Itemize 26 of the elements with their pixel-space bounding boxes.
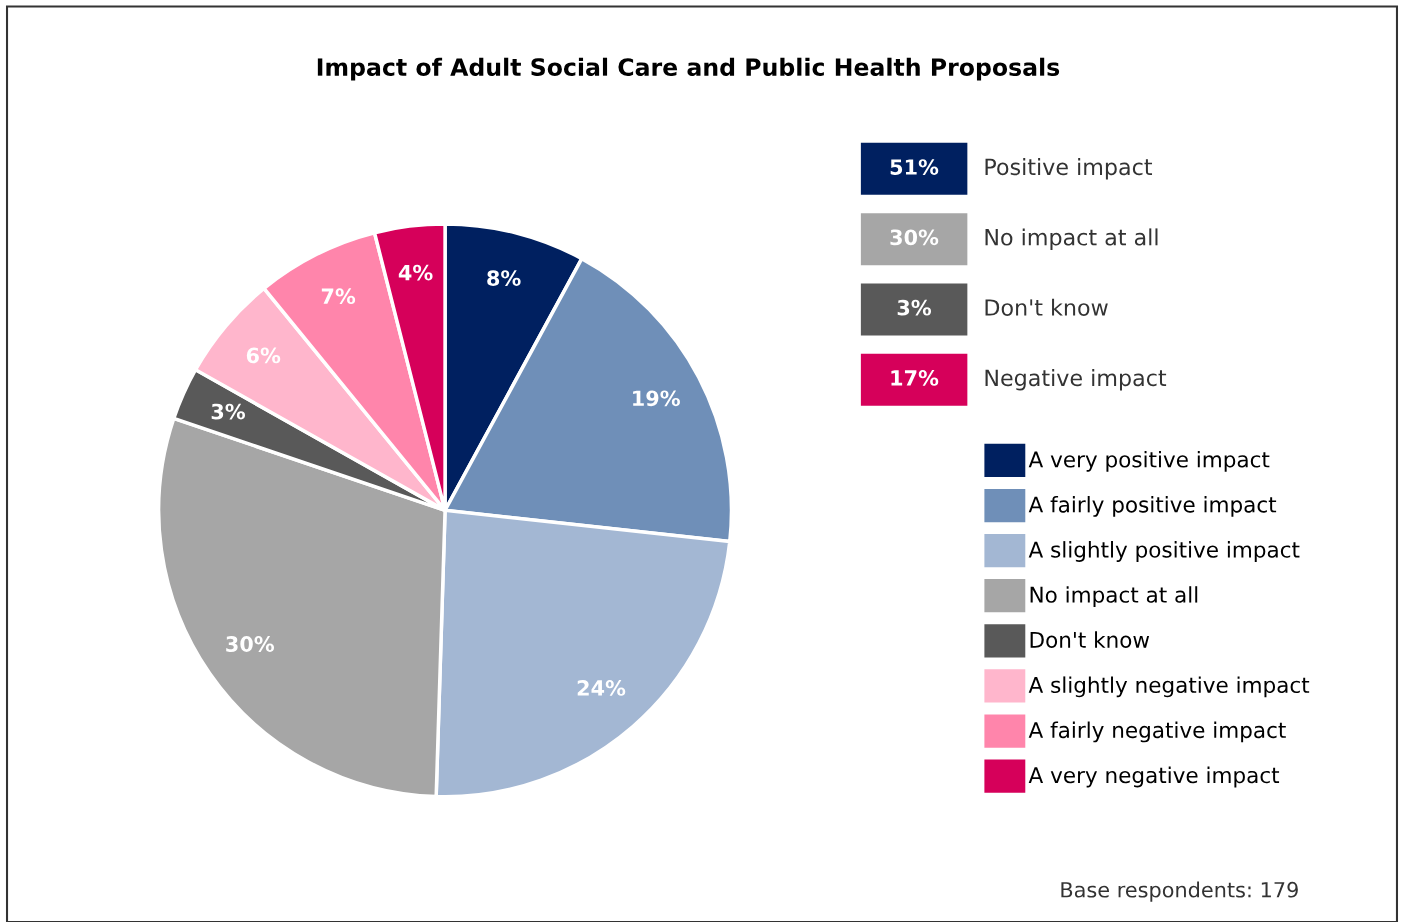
data-label: 8%	[487, 270, 521, 286]
category-label: No impact at all	[985, 228, 1158, 250]
data-label: 7%	[321, 288, 356, 305]
text: 17%	[891, 370, 939, 386]
category-label: Positive impact	[985, 158, 1153, 180]
legend-label: A very positive impact	[1028, 450, 1270, 472]
legend-label: A fairly positive impact	[1028, 496, 1277, 517]
legend-label: A slightly positive impact	[1028, 541, 1300, 562]
chart-title: Impact of Adult Social Care and Public Health Proposals	[317, 57, 1060, 81]
data-label: 30%	[226, 636, 275, 652]
legend-label: A very negative impact	[1028, 766, 1280, 788]
data-label: 6%	[246, 347, 281, 364]
data-label: 24%	[577, 680, 626, 696]
text: Base respondents: 179	[1061, 881, 1298, 902]
legend-label: No impact at all	[1030, 586, 1198, 608]
data-label: 3%	[211, 403, 246, 420]
category-label: Don't know	[985, 298, 1108, 316]
legend-label: Don't know	[1030, 631, 1150, 648]
data-label: 4%	[398, 264, 433, 281]
legend-label: A slightly negative impact	[1028, 676, 1310, 698]
text: 3%	[897, 299, 932, 316]
text: 30%	[890, 229, 939, 246]
text: 51%	[890, 159, 939, 175]
category-label: Negative impact	[985, 369, 1167, 391]
data-label: 19%	[633, 390, 680, 407]
legend-label: A fairly negative impact	[1028, 721, 1286, 743]
